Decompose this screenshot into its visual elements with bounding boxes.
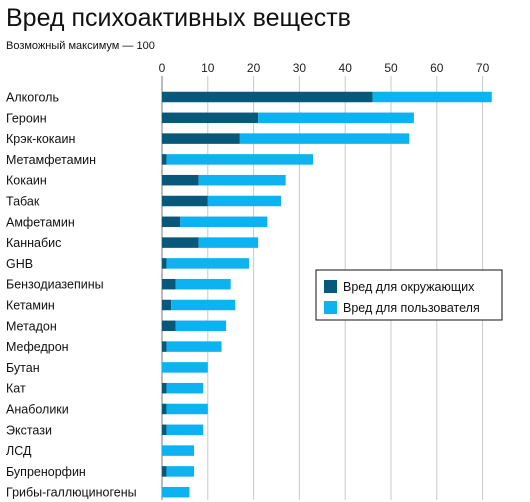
category-label: Кокаин — [6, 174, 47, 188]
legend-box — [315, 269, 503, 321]
bar-user-harm — [207, 195, 282, 207]
legend-swatch — [324, 280, 337, 293]
category-label: GHB — [6, 257, 33, 271]
legend-label: Вред для окружающих — [343, 280, 475, 294]
category-label: Табак — [6, 195, 40, 209]
x-tick-labels: 0 10 20 30 40 50 60 70 — [159, 61, 490, 75]
bar-user-harm — [175, 278, 231, 290]
category-label: ЛСД — [6, 444, 32, 458]
bar-others-harm — [162, 237, 199, 248]
bar-others-harm — [162, 403, 167, 415]
bar-others-harm — [162, 320, 176, 332]
bar-user-harm — [171, 299, 236, 311]
category-label: Каннабис — [6, 236, 61, 250]
chart-title: Вред психоактивных веществ — [6, 4, 351, 32]
bar-user-harm — [166, 403, 208, 415]
bar-others-harm — [162, 174, 199, 186]
bar-user-harm — [166, 466, 195, 477]
x-tick-label-40: 40 — [339, 61, 353, 75]
bar-others-harm — [162, 154, 167, 165]
bar-user-harm — [162, 362, 208, 373]
category-label: Бензодиазепины — [6, 278, 104, 292]
category-label: Экстази — [6, 423, 52, 437]
chart-subtitle: Возможный максимум — 100 — [6, 40, 155, 52]
category-label: Анаболики — [6, 403, 69, 417]
category-label: Грибы-галлюциногены — [6, 486, 137, 500]
bar-user-harm — [166, 382, 204, 394]
bar-user-harm — [258, 112, 414, 124]
category-label: Бупренорфин — [6, 465, 86, 479]
category-label: Амфетамин — [6, 215, 75, 229]
bar-others-harm — [162, 195, 208, 207]
category-label: Метадон — [6, 319, 57, 333]
bar-user-harm — [166, 341, 222, 352]
bar-others-harm — [162, 466, 167, 477]
bar-others-harm — [162, 278, 176, 290]
bar-others-harm — [162, 216, 181, 228]
bar-user-harm — [239, 133, 410, 144]
bar-user-harm — [198, 174, 286, 186]
category-label: Кетамин — [6, 299, 55, 313]
x-tick-label-30: 30 — [293, 61, 307, 75]
bar-user-harm — [162, 445, 195, 456]
bar-others-harm — [162, 112, 259, 124]
x-tick-label-10: 10 — [201, 61, 215, 75]
category-label: Крэк-кокаин — [6, 132, 75, 146]
x-tick-label-50: 50 — [384, 61, 398, 75]
bar-user-harm — [162, 486, 190, 498]
bar-user-harm — [166, 258, 250, 269]
bar-others-harm — [162, 299, 172, 311]
category-label: Кат — [6, 382, 26, 396]
legend-label: Вред для пользователя — [343, 301, 480, 315]
category-label: Героин — [6, 111, 47, 125]
category-label: Бутан — [6, 361, 40, 375]
bar-user-harm — [166, 424, 204, 436]
bar-user-harm — [198, 237, 259, 248]
bar-others-harm — [162, 382, 167, 394]
bar-others-harm — [162, 133, 240, 144]
category-label: Метамфетамин — [6, 153, 96, 167]
x-tick-label-0: 0 — [159, 61, 166, 75]
legend-swatch — [324, 301, 337, 314]
bars — [162, 91, 492, 498]
bar-others-harm — [162, 424, 167, 436]
bar-others-harm — [162, 341, 167, 352]
category-label: Алкоголь — [6, 91, 59, 105]
legend: Вред для окружающих Вред для пользователя — [315, 269, 503, 321]
category-label: Мефедрон — [6, 340, 69, 354]
bar-user-harm — [166, 154, 314, 165]
bar-user-harm — [180, 216, 268, 228]
bar-user-harm — [175, 320, 227, 332]
x-tick-label-60: 60 — [430, 61, 444, 75]
x-tick-label-70: 70 — [476, 61, 490, 75]
x-tick-label-20: 20 — [247, 61, 261, 75]
bar-user-harm — [372, 91, 492, 103]
category-labels: Алкоголь Героин Крэк-кокаин Метамфетамин Кок… — [6, 91, 137, 500]
bar-others-harm — [162, 258, 167, 269]
bar-others-harm — [162, 91, 373, 103]
